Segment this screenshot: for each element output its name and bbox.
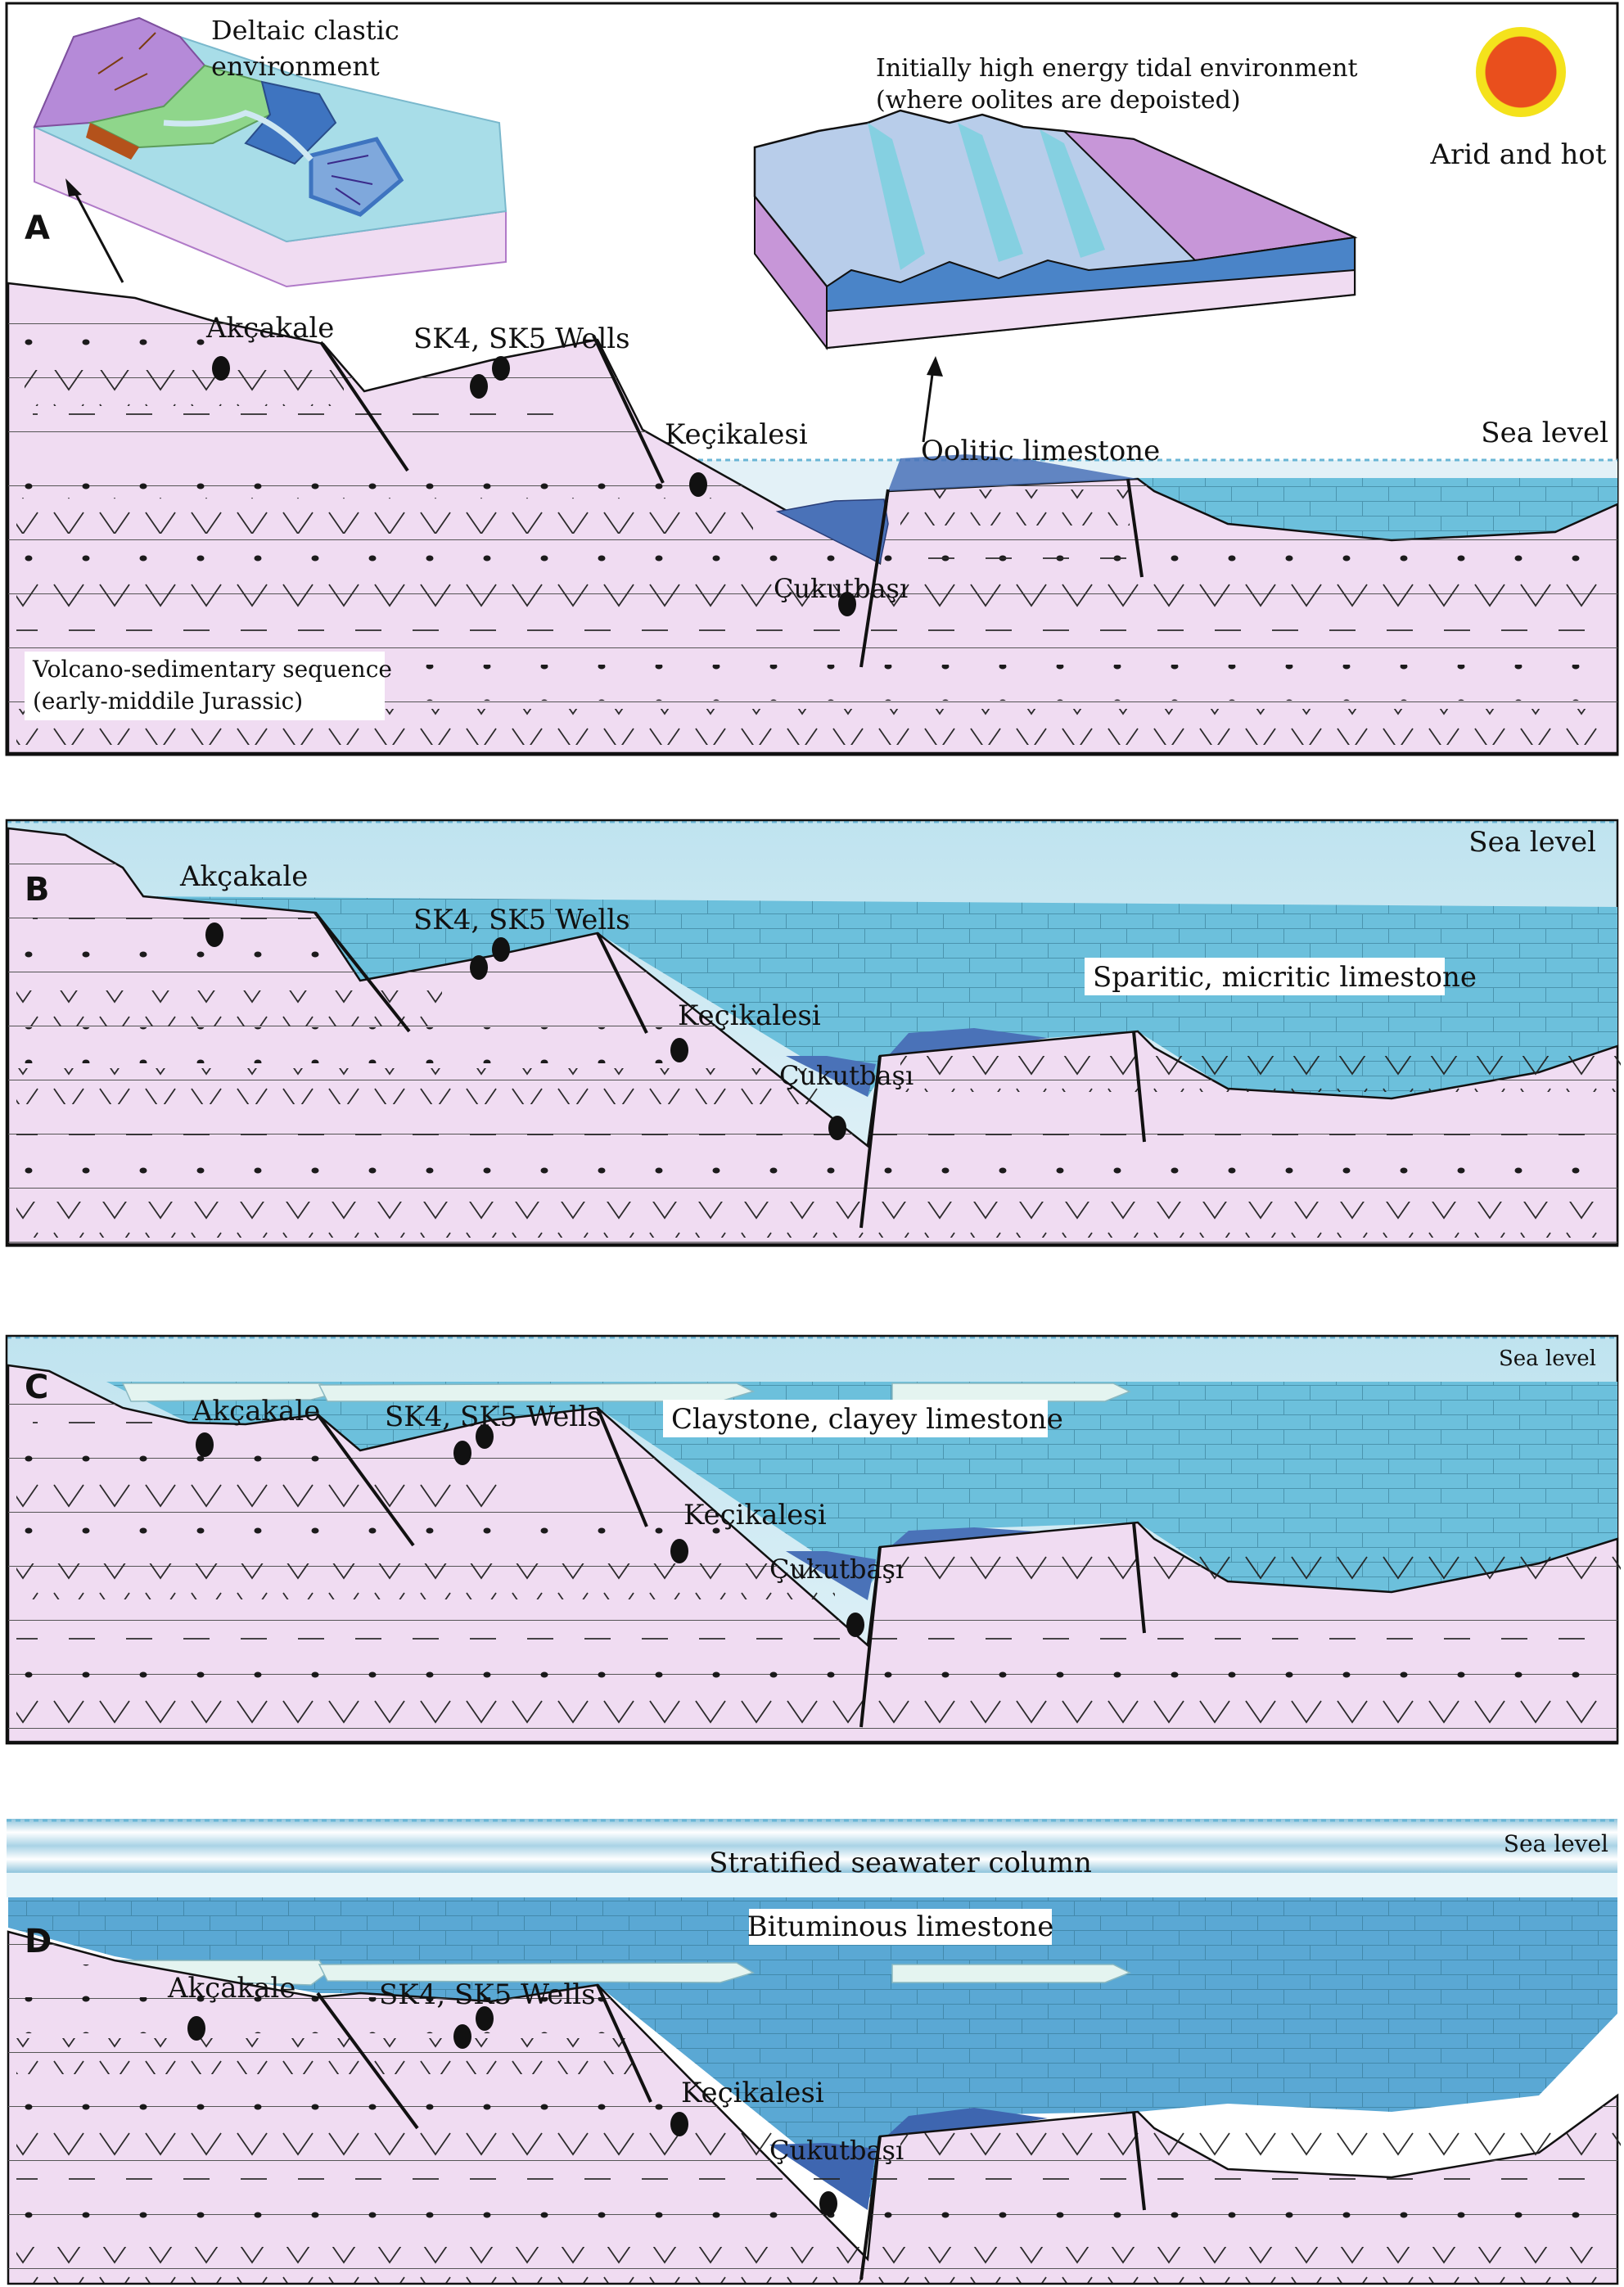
- panel-a-letter: A: [25, 210, 50, 247]
- panel-b: B Akçakale SK4, SK5 Wells Keçikalesi Çuk…: [5, 819, 1621, 1247]
- panel-c-akcakale-label: Akçakale: [192, 1395, 320, 1428]
- panel-b-letter: B: [25, 871, 50, 909]
- panel-c-wells-label: SK4, SK5 Wells: [385, 1401, 602, 1433]
- kecikalesi-well-marker: [689, 472, 707, 497]
- panel-c-letter: C: [25, 1369, 48, 1406]
- panel-c-claystone-lens-2: [318, 1383, 756, 1402]
- panel-b-wells-label: SK4, SK5 Wells: [413, 904, 630, 936]
- panel-d-letter: D: [25, 1923, 52, 1960]
- panel-d-cukutbasi-label: Çukutbaşı: [769, 2135, 904, 2166]
- deltaic-label-line1: Deltaic clastic: [211, 15, 399, 46]
- sk5-well-marker: [492, 356, 510, 381]
- panel-c-sea-level-label: Sea level: [1499, 1346, 1596, 1371]
- panel-a-fault-4: [1126, 478, 1144, 578]
- cukutbasi-well-marker: [838, 592, 856, 616]
- panel-b-cukutbasi-label: Çukutbaşı: [779, 1060, 914, 1091]
- volcano-label-line1: Volcano-sedimentary sequence: [32, 656, 392, 683]
- panel-d-akcakale-label: Akçakale: [167, 1972, 295, 2005]
- panel-a: A Deltaic clastic environment Initially …: [5, 2, 1619, 756]
- panel-a-fault-3: [859, 489, 890, 668]
- tidal-label-line2: (where oolites are depoisted): [876, 86, 1241, 115]
- panel-a-cukutbasi-label: Çukutbaşı: [774, 573, 908, 604]
- panel-c-kecikalesi-label: Keçikalesi: [683, 1499, 827, 1531]
- panel-d-kecikalesi-label: Keçikalesi: [681, 2077, 824, 2109]
- panel-d-sea-level-label: Sea level: [1504, 1830, 1608, 1857]
- claystone-label: Claystone, clayey limestone: [671, 1403, 1063, 1436]
- panel-d: Stratified seawater column Bituminous li…: [7, 1819, 1621, 2285]
- stratified-label: Stratified seawater column: [709, 1847, 1092, 1879]
- tidal-label-line1: Initially high energy tidal environment: [876, 54, 1358, 83]
- tidal-block-diagram: [753, 109, 1358, 350]
- panel-a-kecikalesi-label: Keçikalesi: [665, 418, 808, 451]
- panel-a-fault-1: [319, 341, 409, 472]
- panel-c-claystone-lens-3: [891, 1383, 1131, 1402]
- panel-c-cukutbasi-label: Çukutbaşı: [769, 1554, 904, 1585]
- climate-label: Arid and hot: [1429, 138, 1606, 171]
- oolitic-limestone-label: Oolitic limestone: [921, 435, 1160, 467]
- panel-b-sea-level-label: Sea level: [1468, 826, 1596, 859]
- panel-d-wells-label: SK4, SK5 Wells: [379, 1978, 596, 2011]
- panel-c: C Akçakale SK4, SK5 Wells Keçikalesi Çuk…: [5, 1334, 1621, 1745]
- panel-a-sea-level-label: Sea level: [1481, 417, 1608, 449]
- deltaic-label-line2: environment: [211, 51, 380, 82]
- akcakale-well-marker: [212, 356, 230, 381]
- panel-b-akcakale-label: Akçakale: [179, 860, 308, 893]
- sun-icon: [1476, 27, 1566, 117]
- panel-a-akcakale-label: Akçakale: [205, 312, 334, 345]
- volcano-label-line2: (early-middile Jurassic): [33, 688, 303, 715]
- panel-a-wells-label: SK4, SK5 Wells: [413, 323, 630, 355]
- panel-b-kecikalesi-label: Keçikalesi: [678, 999, 821, 1032]
- panel-a-fault-2: [592, 335, 665, 484]
- stratified-seawater-column: [7, 1819, 1617, 1873]
- sk4-well-marker: [470, 374, 488, 399]
- deltaic-block-diagram: [33, 16, 508, 288]
- bituminous-label: Bituminous limestone: [747, 1910, 1054, 1943]
- sparitic-limestone-label: Sparitic, micritic limestone: [1093, 961, 1477, 994]
